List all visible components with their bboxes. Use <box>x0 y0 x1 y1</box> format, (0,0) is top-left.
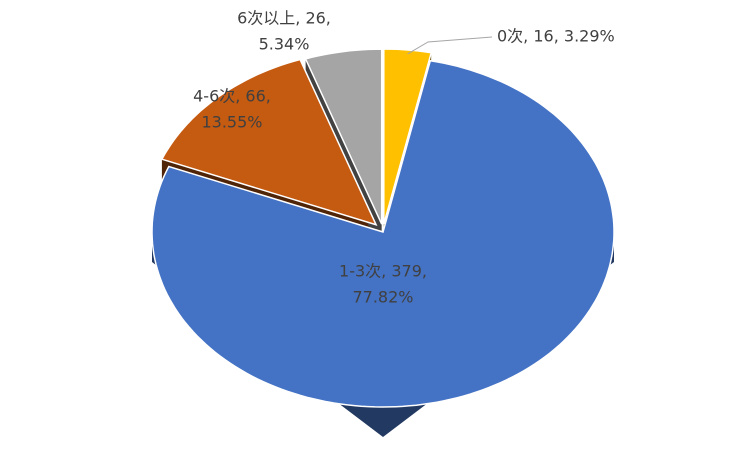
data-label: 4-6次, 66, <box>193 87 271 106</box>
data-label: 6次以上, 26, <box>237 9 331 28</box>
slice <box>304 48 383 225</box>
data-label: 5.34% <box>259 35 310 54</box>
slice <box>160 58 378 226</box>
leader-line <box>407 36 493 55</box>
data-label: 77.82% <box>352 288 413 307</box>
data-label: 1-3次, 379, <box>339 262 427 281</box>
data-label: 0次, 16, 3.29% <box>497 27 615 46</box>
slice <box>151 59 615 408</box>
data-label: 13.55% <box>201 113 262 132</box>
slice <box>383 48 433 225</box>
